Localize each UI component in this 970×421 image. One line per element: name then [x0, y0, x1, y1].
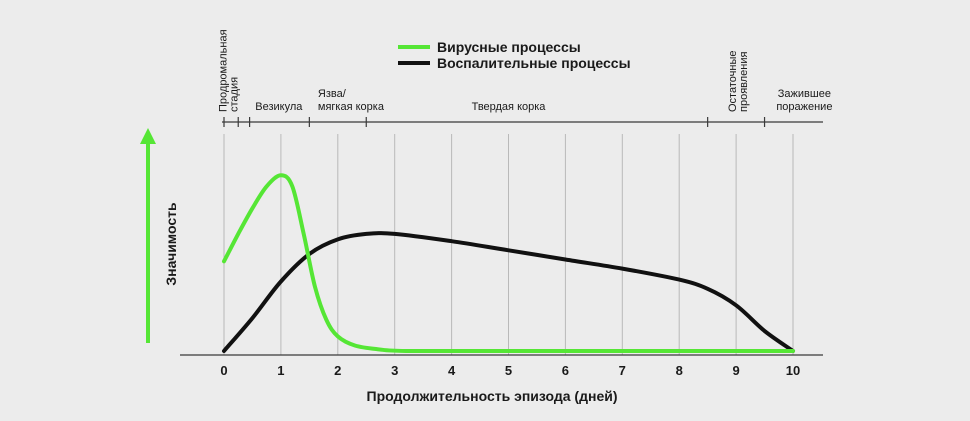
x-axis-title: Продолжительность эпизода (дней) [367, 388, 618, 404]
series-line-viral [222, 173, 795, 354]
stage-label: Продромальная [218, 29, 230, 112]
x-tick-label: 2 [334, 363, 341, 378]
legend-label-0: Вирусные процессы [437, 39, 581, 55]
stage-label-group: Продромальная стадия [218, 29, 241, 112]
stage-label: стадия [229, 77, 241, 112]
x-tick-label: 1 [277, 363, 284, 378]
x-tick-label: 9 [732, 363, 739, 378]
y-axis-title-group: Значимость [163, 202, 179, 286]
x-tick-label: 0 [220, 363, 227, 378]
stage-label: Язва/ [318, 88, 347, 100]
stage-label: поражение [776, 101, 832, 113]
x-tick-label: 5 [505, 363, 512, 378]
stage-label: Зажившее [778, 88, 831, 100]
x-tick-label: 7 [619, 363, 626, 378]
stage-label: мягкая корка [318, 101, 385, 113]
stage-label: Остаточные [727, 51, 739, 112]
series-lines [222, 173, 795, 354]
stage-label: проявления [738, 52, 750, 112]
x-tick-label: 6 [562, 363, 569, 378]
x-tick-labels: 0 1 2 3 4 5 6 7 8 9 10 [220, 363, 800, 378]
stage-label: Твердая корка [472, 101, 547, 113]
x-tick-label: 3 [391, 363, 398, 378]
y-axis-title: Значимость [163, 202, 179, 286]
stage-label-group: Остаточные проявления [727, 51, 750, 112]
axes [140, 117, 823, 356]
gridlines [223, 134, 794, 355]
x-tick-label: 8 [676, 363, 683, 378]
series-line-inflammatory [222, 231, 795, 353]
legend-label-1: Воспалительные процессы [437, 55, 631, 71]
stage-labels: Продромальная стадия Везикула Язва/мягкая к… [218, 29, 833, 113]
x-tick-label: 10 [786, 363, 800, 378]
significance-arrow-head [140, 128, 156, 144]
x-tick-label: 4 [448, 363, 456, 378]
stage-label: Везикула [255, 101, 303, 113]
